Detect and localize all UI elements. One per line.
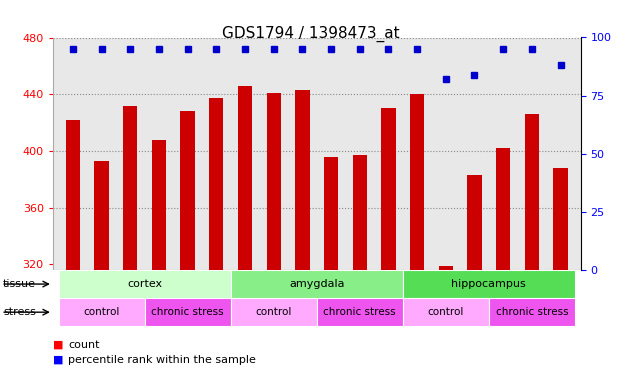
Bar [145, 298, 230, 326]
Bar [66, 120, 80, 270]
Bar [94, 161, 109, 270]
Bar [403, 298, 489, 326]
Text: hippocampus: hippocampus [451, 279, 526, 289]
Text: count: count [68, 340, 100, 350]
Bar [152, 140, 166, 270]
Bar [468, 175, 482, 270]
Bar [230, 298, 317, 326]
Text: stress: stress [3, 307, 36, 317]
Text: ■: ■ [53, 340, 63, 350]
Bar [553, 168, 568, 270]
Bar [58, 270, 230, 298]
Text: amygdala: amygdala [289, 279, 345, 289]
Text: cortex: cortex [127, 279, 162, 289]
Bar [381, 108, 396, 270]
Bar [324, 157, 338, 270]
Text: chronic stress: chronic stress [324, 307, 396, 317]
Bar [525, 114, 539, 270]
Bar [181, 111, 195, 270]
Text: GDS1794 / 1398473_at: GDS1794 / 1398473_at [222, 26, 399, 42]
Bar [438, 266, 453, 270]
Bar [410, 94, 424, 270]
Bar [238, 86, 252, 270]
Bar [58, 298, 145, 326]
Text: control: control [428, 307, 464, 317]
Text: ■: ■ [53, 355, 63, 365]
Bar [403, 270, 575, 298]
Text: percentile rank within the sample: percentile rank within the sample [68, 355, 256, 365]
Bar [496, 148, 510, 270]
Text: chronic stress: chronic stress [152, 307, 224, 317]
Text: control: control [83, 307, 120, 317]
Bar [209, 99, 224, 270]
Bar [230, 270, 403, 298]
Text: tissue: tissue [3, 279, 36, 289]
Bar [353, 155, 367, 270]
Bar [489, 298, 575, 326]
Bar [317, 298, 403, 326]
Bar [123, 105, 137, 270]
Text: control: control [255, 307, 292, 317]
Text: chronic stress: chronic stress [496, 307, 568, 317]
Bar [266, 93, 281, 270]
Bar [295, 90, 309, 270]
